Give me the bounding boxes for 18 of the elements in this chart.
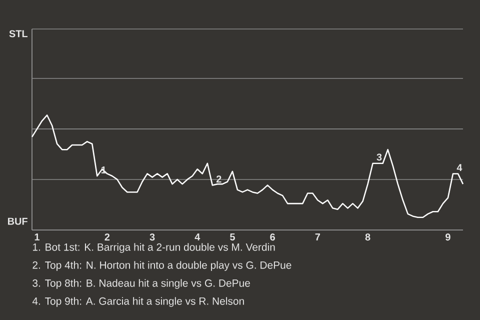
x-tick-label: 1	[34, 234, 40, 240]
text: 1. Bot 1st: K. Barriga hit a 2-run double vs M. Verdin	[32, 243, 275, 253]
annotation: 3	[376, 154, 382, 161]
x-tick-label: 5	[230, 234, 235, 240]
text: BUF	[8, 218, 28, 225]
annotation: 4	[456, 164, 462, 172]
x-tick-label: 4	[194, 234, 200, 240]
x-tick-label: 3	[150, 234, 155, 241]
x-tick-label: 6	[270, 234, 275, 241]
x-tick-label: 7	[315, 234, 320, 240]
text: 2. Top 4th: N. Horton hit into a double play vs G. DePue	[32, 261, 292, 271]
text: 3. Top 8th: B. Nadeau hit a single vs G. DePue	[32, 279, 250, 289]
x-tick-label: 9	[446, 234, 450, 241]
x-tick-label: 2	[104, 234, 110, 240]
x-tick-label: 8	[365, 234, 370, 241]
annotation: 2	[216, 176, 222, 183]
text: STL	[9, 30, 28, 38]
text: 4. Top 9th: A. Garcia hit a single vs R. Nelson	[32, 297, 244, 307]
